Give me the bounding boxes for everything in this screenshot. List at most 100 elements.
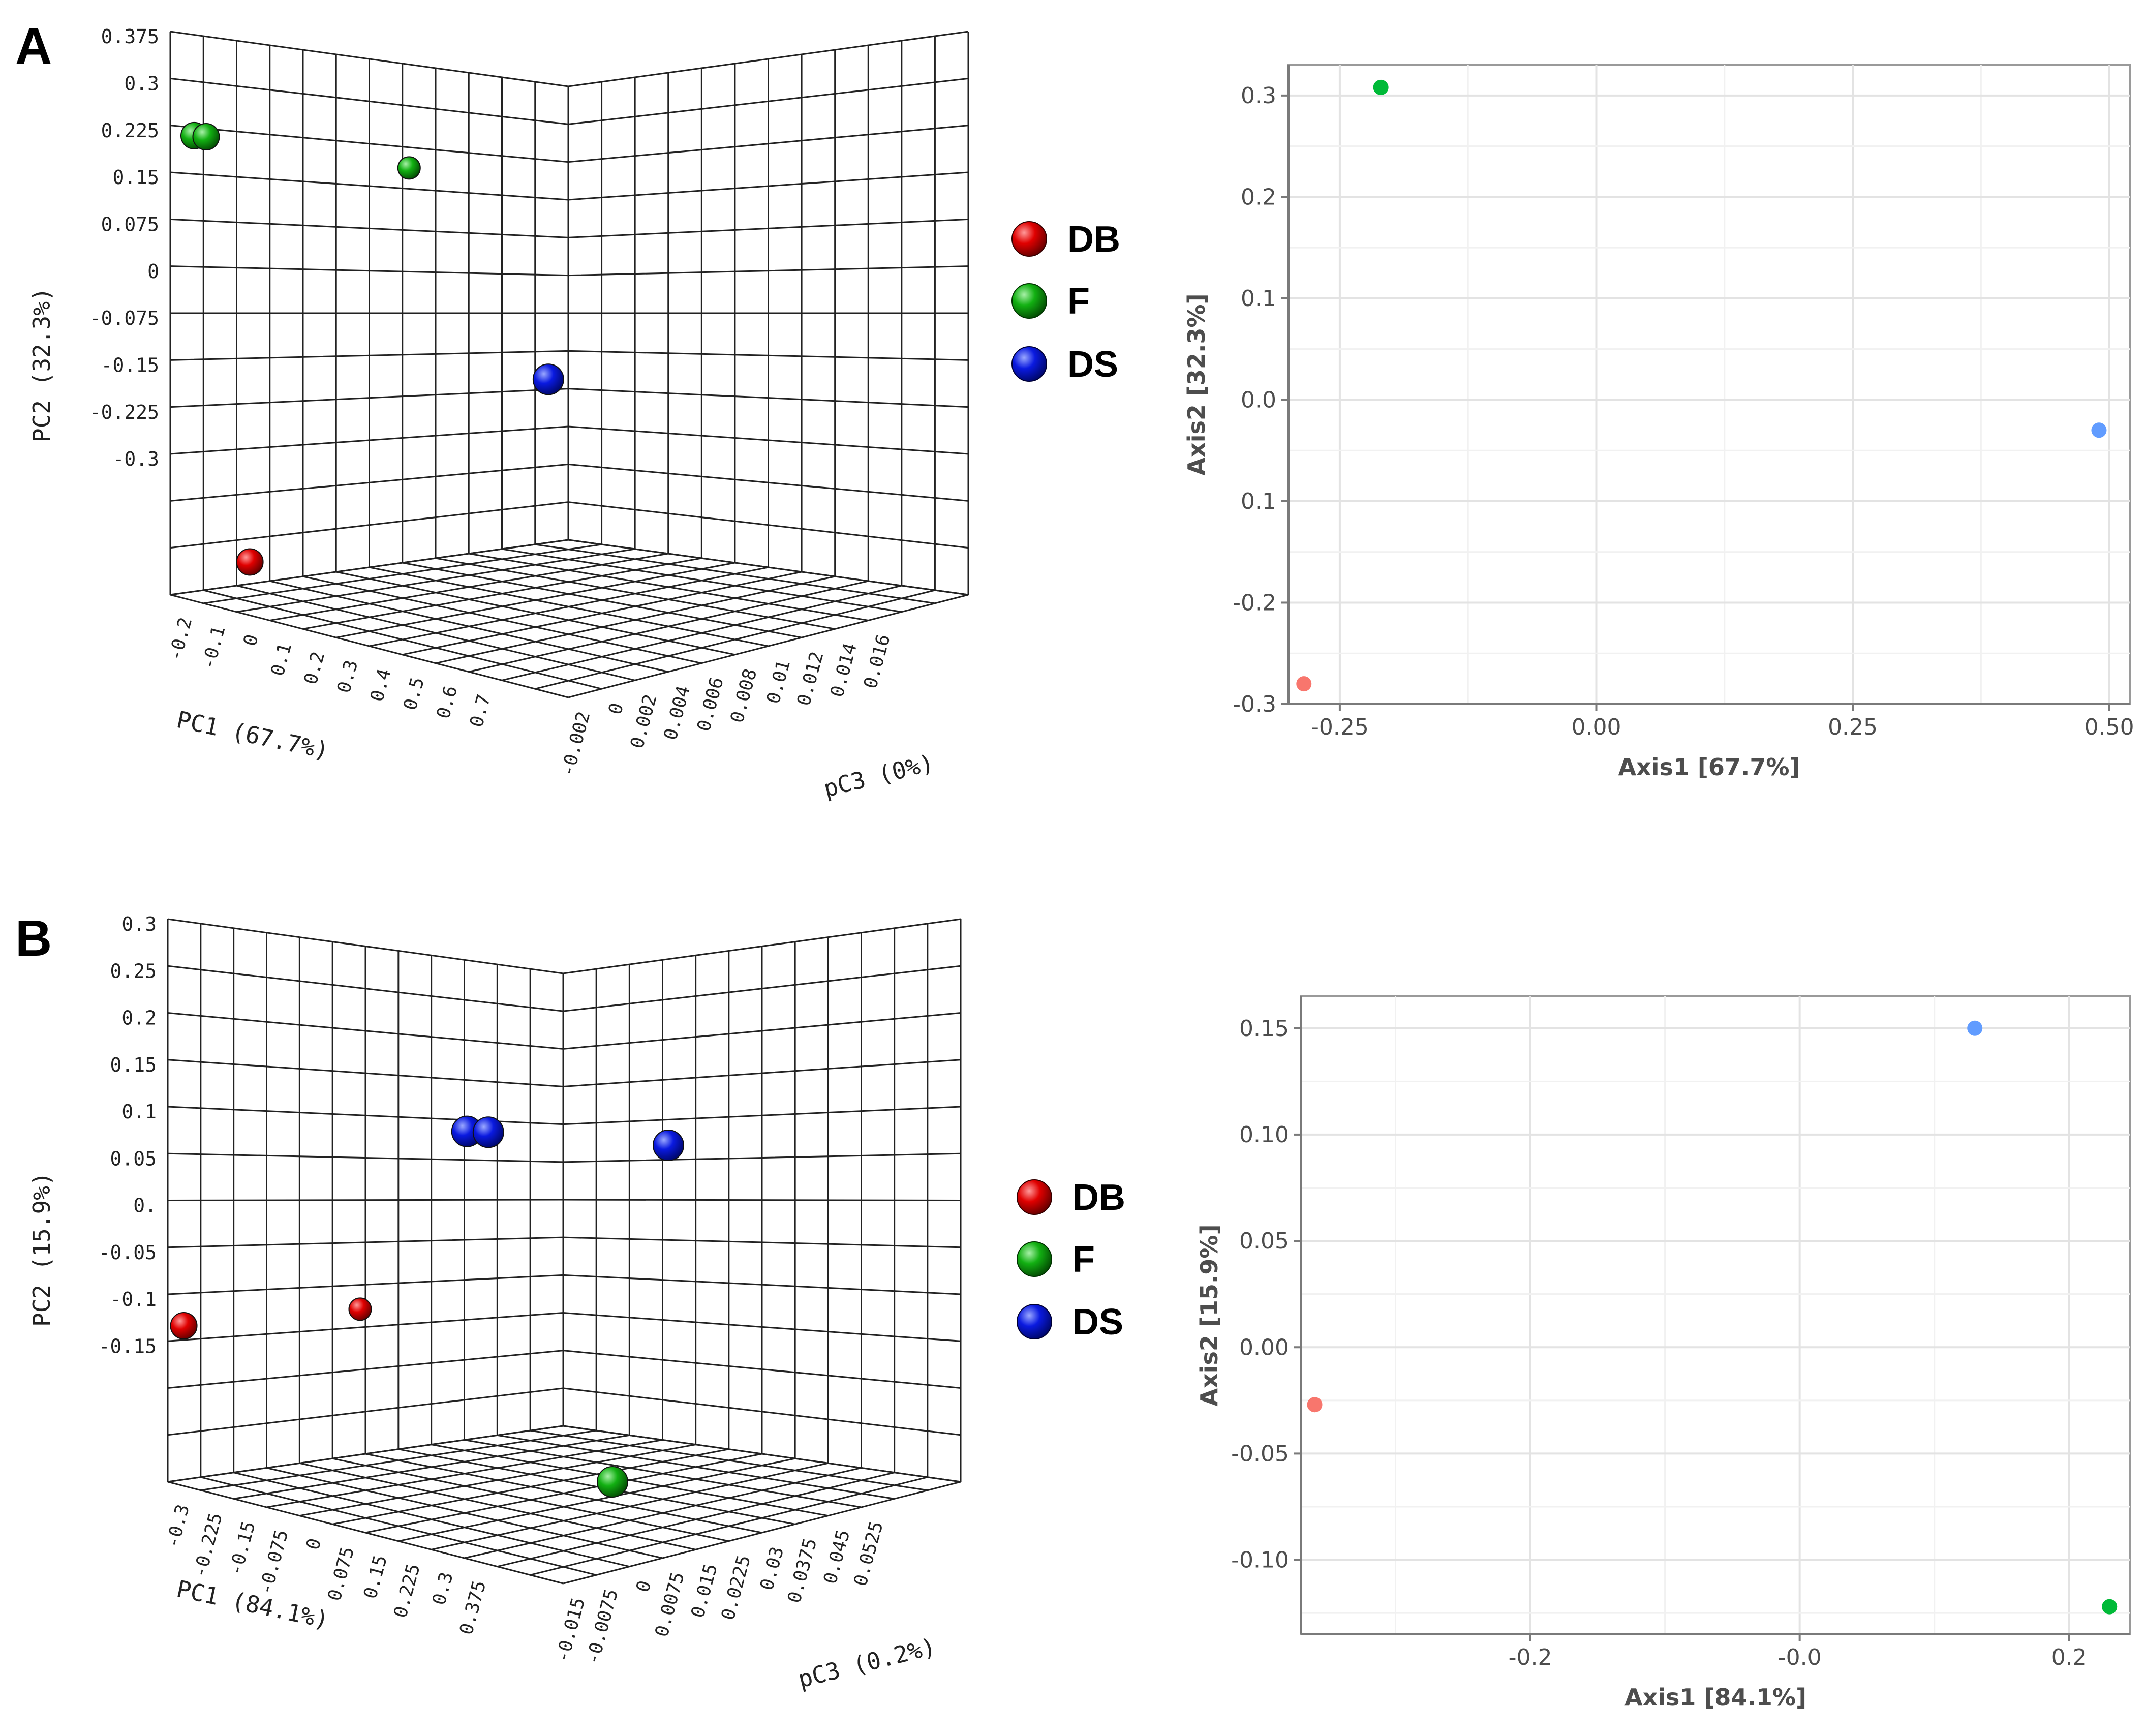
legend-marker-db [1011,221,1047,257]
x-tick-label: 0.2 [2051,1644,2087,1670]
pcoa-2d-scatter-a: -0.25 0.00 0.25 0.50 0.3 0.2 0.1 0.0 0.1 -0.2 -0.3… [1183,64,2134,781]
legend-marker-ds [1011,346,1047,382]
legend-item-f: F [1017,1239,1095,1280]
y-tick-label: 0.05 [1239,1228,1289,1254]
floor-grid-line [302,575,702,664]
pc3-axis-label-b: pC3 (0.2%) [795,1632,939,1693]
legend-b: DB F DS [1017,1177,1125,1343]
z-tick-label: 0.016 [860,632,895,691]
legend-label-db: DB [1067,219,1120,260]
x-tick-label: 0.50 [2084,714,2134,740]
z-tick-label: 0.0075 [652,1570,689,1639]
grid-line [170,171,969,201]
y-tick-label: -0.15 [99,1335,157,1357]
y-axis-title: Axis2 [15.9%] [1195,1224,1223,1406]
pc2-axis-label-a: PC2 (32.3%) [28,287,55,442]
z-tick-label: 0 [605,701,628,717]
y-tick-label: 0.15 [1239,1016,1289,1042]
point-ds [653,1130,684,1161]
legend-item-f: F [1011,281,1090,322]
y-tick-label: -0.05 [99,1241,157,1264]
y-tick-label: 0.3 [124,73,159,95]
y-tick-label: 0.0 [1241,387,1276,413]
legend-item-ds: DS [1011,344,1118,385]
floor-grid-line [431,1462,829,1550]
y-tick-label: 0.075 [101,214,159,236]
x-tick-label: 0.3 [428,1570,457,1607]
legend-label-ds: DS [1072,1302,1123,1343]
y-tick-label: 0.375 [101,25,159,48]
panel-letter-b: B [15,910,52,967]
y-tick-label: 0.10 [1239,1122,1289,1148]
grid-line [167,1350,961,1389]
floor-grid-line [563,1481,961,1585]
floor-grid-line [203,589,602,690]
legend-marker-f [1017,1241,1052,1277]
point-f [1373,79,1389,95]
y-tick-label: 0.2 [1241,184,1276,210]
x-tick-label: 0.1 [267,641,296,678]
x-tick-label: 0.6 [433,684,462,721]
z-tick-label: 0.0375 [784,1536,821,1605]
y-tick-label: -0.1 [110,1288,157,1311]
x-tick-label: 0.225 [390,1562,424,1620]
grid-line [170,31,969,87]
z-tick-label: -0.015 [552,1595,589,1664]
x-tick-label: 0.7 [466,692,495,729]
floor-grid-line [535,589,935,690]
pc1-axis-label-b: PC1 (84.1%) [174,1575,331,1634]
x-tick-label: 0.15 [360,1553,391,1601]
point-ds [472,1116,504,1148]
y-tick-label: -0.3 [112,448,159,470]
x-tick-label: 0.5 [400,675,428,712]
z-tick-label: 0.008 [727,666,761,725]
floor-grid-line [170,594,569,698]
x-axis-title: Axis1 [84.1%] [1624,1684,1806,1711]
grid-line [167,1012,961,1050]
y-tick-label: -0.15 [101,354,159,377]
legend-label-f: F [1067,281,1090,322]
legend-item-db: DB [1017,1177,1125,1218]
x-tick-label: -0.15 [225,1519,260,1577]
z-tick-label: 0.006 [693,675,728,734]
floor-grid-line [233,1472,630,1568]
y-tick-label: -0.075 [89,307,159,329]
x-tick-label: 0.3 [333,658,362,695]
y-tick-label: 0.3 [1241,83,1276,109]
plot-area [1287,64,2131,705]
pc1-axis-label-a: PC1 (67.7%) [174,706,331,765]
z-tick-label: 0.014 [826,641,861,699]
y-tick-label: 0.05 [110,1147,157,1170]
x-tick-label: 0.075 [324,1544,359,1603]
plot-area [1300,995,2131,1635]
x-tick-label: -0.225 [190,1511,227,1580]
point-db [170,1312,198,1339]
y-tick-label: 0. [133,1195,157,1217]
y-tick-label: 0 [147,260,159,283]
grid-line [167,965,961,1012]
z-tick-label: 0.015 [687,1562,722,1620]
floor-grid-line [200,1476,597,1576]
x-tick-label: 0.2 [300,649,329,686]
pcoa-2d-scatter-b: -0.2 -0.0 0.2 0.15 0.10 0.05 0.00 -0.05 -0.10 Axi… [1195,995,2131,1711]
y-tick-label: -0.225 [89,401,159,423]
legend-label-db: DB [1072,1177,1125,1218]
legend-item-ds: DS [1017,1302,1123,1343]
legend-item-db: DB [1011,219,1120,260]
floor-grid-line [236,585,635,681]
y-tick-label: -0.05 [1231,1441,1289,1467]
floor-grid-line [435,575,835,664]
z-tick-label: 0.045 [820,1528,854,1586]
panel-letter-a: A [15,18,52,75]
point-f [192,123,220,150]
x-tick-label: 0 [240,632,263,649]
z-tick-label: 0.03 [756,1544,788,1592]
legend-label-ds: DS [1067,344,1118,385]
grid-line [170,501,969,549]
point-db [1296,676,1312,692]
x-tick-label: 0.00 [1572,714,1621,740]
x-tick-label: -0.25 [1311,714,1369,740]
x-axis-title: Axis1 [67.7%] [1618,753,1800,781]
floor-grid-line [568,594,969,698]
